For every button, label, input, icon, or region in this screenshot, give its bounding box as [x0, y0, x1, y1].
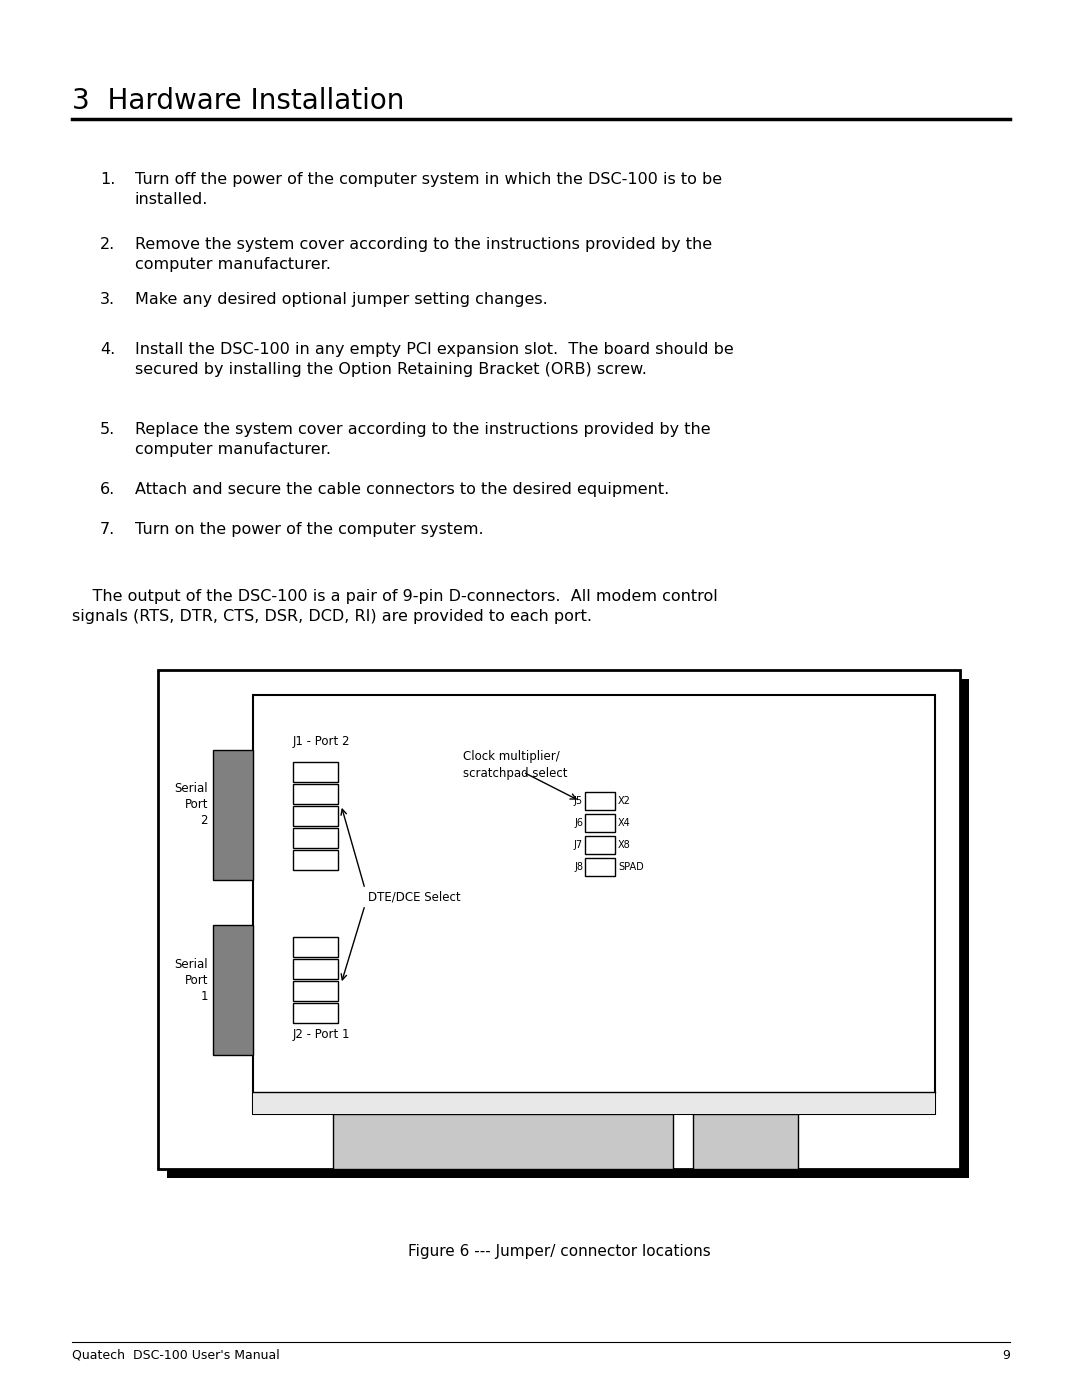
Text: Quatech  DSC-100 User's Manual: Quatech DSC-100 User's Manual — [72, 1350, 280, 1362]
Text: Turn on the power of the computer system.: Turn on the power of the computer system… — [135, 522, 484, 536]
Bar — [333, 1113, 673, 1169]
Text: X2: X2 — [618, 796, 631, 806]
Bar — [585, 858, 615, 876]
Text: 3.: 3. — [100, 292, 116, 307]
Text: 4.: 4. — [100, 342, 116, 358]
Text: Figure 6 --- Jumper/ connector locations: Figure 6 --- Jumper/ connector locations — [407, 1243, 711, 1259]
Text: J5: J5 — [573, 796, 583, 806]
Text: Turn off the power of the computer system in which the DSC-100 is to be: Turn off the power of the computer syste… — [135, 172, 723, 187]
Bar — [213, 925, 253, 1055]
Bar — [693, 1113, 798, 1169]
Bar — [585, 792, 615, 810]
Text: Serial
Port
1: Serial Port 1 — [174, 957, 208, 1003]
Text: Serial
Port
2: Serial Port 2 — [174, 782, 208, 827]
Bar — [293, 981, 338, 1002]
Text: X4: X4 — [618, 819, 631, 828]
Text: J6: J6 — [573, 819, 583, 828]
Bar — [585, 835, 615, 854]
Bar — [253, 1092, 935, 1113]
Text: 6.: 6. — [100, 482, 116, 497]
Bar — [213, 750, 253, 880]
Bar — [158, 671, 960, 1169]
Text: 5.: 5. — [100, 422, 116, 437]
Text: 3  Hardware Installation: 3 Hardware Installation — [72, 87, 404, 115]
Text: X8: X8 — [618, 840, 631, 849]
Text: 9: 9 — [1002, 1350, 1010, 1362]
Bar — [253, 694, 935, 1113]
Text: Remove the system cover according to the instructions provided by the: Remove the system cover according to the… — [135, 237, 712, 251]
Text: 7.: 7. — [100, 522, 116, 536]
Text: J1 - Port 2: J1 - Port 2 — [293, 735, 351, 747]
Text: Make any desired optional jumper setting changes.: Make any desired optional jumper setting… — [135, 292, 548, 307]
Text: J8: J8 — [573, 862, 583, 872]
Text: installed.: installed. — [135, 191, 208, 207]
Bar — [293, 1003, 338, 1023]
Text: Install the DSC-100 in any empty PCI expansion slot.  The board should be: Install the DSC-100 in any empty PCI exp… — [135, 342, 733, 358]
Text: SPAD: SPAD — [618, 862, 644, 872]
Text: computer manufacturer.: computer manufacturer. — [135, 441, 330, 457]
Bar — [293, 849, 338, 870]
Text: computer manufacturer.: computer manufacturer. — [135, 257, 330, 272]
Text: secured by installing the Option Retaining Bracket (ORB) screw.: secured by installing the Option Retaini… — [135, 362, 647, 377]
Text: 2.: 2. — [100, 237, 116, 251]
Text: J7: J7 — [573, 840, 583, 849]
Text: Clock multiplier/
scratchpad select: Clock multiplier/ scratchpad select — [463, 750, 567, 780]
Bar — [293, 828, 338, 848]
Text: Attach and secure the cable connectors to the desired equipment.: Attach and secure the cable connectors t… — [135, 482, 670, 497]
Bar — [293, 806, 338, 826]
Bar — [293, 784, 338, 805]
Text: DTE/DCE Select: DTE/DCE Select — [368, 890, 461, 904]
Text: signals (RTS, DTR, CTS, DSR, DCD, RI) are provided to each port.: signals (RTS, DTR, CTS, DSR, DCD, RI) ar… — [72, 609, 592, 624]
Text: Replace the system cover according to the instructions provided by the: Replace the system cover according to th… — [135, 422, 711, 437]
Bar — [293, 958, 338, 979]
Text: J2 - Port 1: J2 - Port 1 — [293, 1028, 351, 1041]
Bar — [293, 761, 338, 782]
Text: The output of the DSC-100 is a pair of 9-pin D-connectors.  All modem control: The output of the DSC-100 is a pair of 9… — [72, 590, 718, 604]
Bar — [167, 679, 969, 1178]
Bar — [293, 937, 338, 957]
Text: 1.: 1. — [100, 172, 116, 187]
Bar — [585, 814, 615, 833]
